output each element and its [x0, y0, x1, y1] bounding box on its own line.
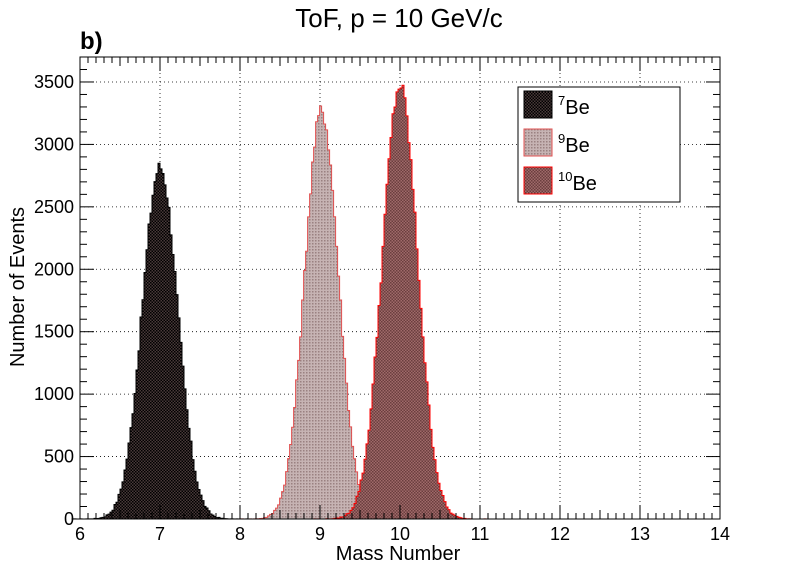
legend-label-superscript: 10	[558, 169, 572, 184]
x-tick-label: 14	[710, 524, 730, 544]
legend-label-superscript: 7	[558, 93, 565, 108]
legend-swatch	[523, 128, 553, 157]
x-tick-labels: 6 7 8 9 10 11 12 13 14	[75, 524, 730, 544]
legend-label-element: Be	[565, 97, 589, 119]
series-7be	[71, 162, 249, 520]
legend-label: 10Be	[558, 169, 597, 195]
x-tick-label: 8	[235, 524, 245, 544]
x-tick-label: 12	[550, 524, 570, 544]
histogram-series-group	[71, 84, 488, 520]
y-tick-label: 0	[64, 509, 74, 529]
x-tick-label: 6	[75, 524, 85, 544]
legend-label: 9Be	[558, 131, 590, 157]
y-tick-label: 3500	[34, 72, 74, 92]
x-tick-label: 9	[315, 524, 325, 544]
panel-label: b)	[80, 28, 103, 55]
chart-title: ToF, p = 10 GeV/c	[295, 3, 502, 33]
legend-entry: 9Be	[523, 128, 590, 157]
axes-frame	[79, 56, 721, 520]
x-axis-label: Mass Number	[336, 543, 461, 565]
y-tick-labels: 0 500 1000 1500 2000 2500 3000 3500	[34, 72, 74, 529]
y-tick-label: 1000	[34, 384, 74, 404]
legend-entry: 10Be	[523, 166, 597, 195]
y-tick-label: 2500	[34, 197, 74, 217]
histogram-area	[71, 162, 249, 520]
legend-swatch	[523, 166, 553, 195]
legend-label-element: Be	[572, 173, 596, 195]
legend-swatch	[523, 90, 553, 119]
series-10be	[312, 84, 488, 520]
legend-label: 7Be	[558, 93, 590, 119]
legend-label-superscript: 9	[558, 131, 565, 146]
y-tick-label: 500	[44, 447, 74, 467]
x-tick-label: 10	[390, 524, 410, 544]
y-axis-label: Number of Events	[7, 207, 29, 367]
y-tick-label: 3000	[34, 134, 74, 154]
legend-label-element: Be	[565, 135, 589, 157]
x-tick-label: 13	[630, 524, 650, 544]
y-tick-label: 2000	[34, 259, 74, 279]
y-tick-label: 1500	[34, 322, 74, 342]
legend-entry: 7Be	[523, 90, 590, 119]
x-tick-label: 11	[471, 524, 490, 544]
x-tick-label: 7	[155, 524, 165, 544]
histogram-area	[312, 84, 488, 520]
